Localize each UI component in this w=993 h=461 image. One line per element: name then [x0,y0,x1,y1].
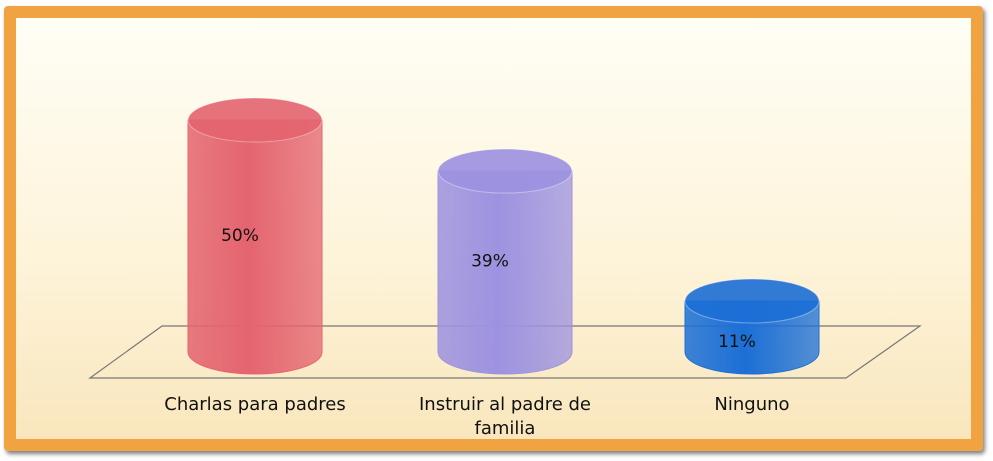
value-label: 11% [718,332,756,352]
category-label: Instruir al padre de familia [418,394,592,439]
cylinder-top [187,97,323,143]
value-label: 39% [471,252,509,272]
category-label: Charlas para padres [164,394,346,415]
cylinder-body [437,170,573,375]
value-label: 50% [221,226,259,246]
cylinder-body [187,119,323,375]
floor [88,325,922,379]
cylinder-top [437,148,573,194]
cylinder-top [684,278,820,324]
category-label: Ninguno [714,394,790,415]
